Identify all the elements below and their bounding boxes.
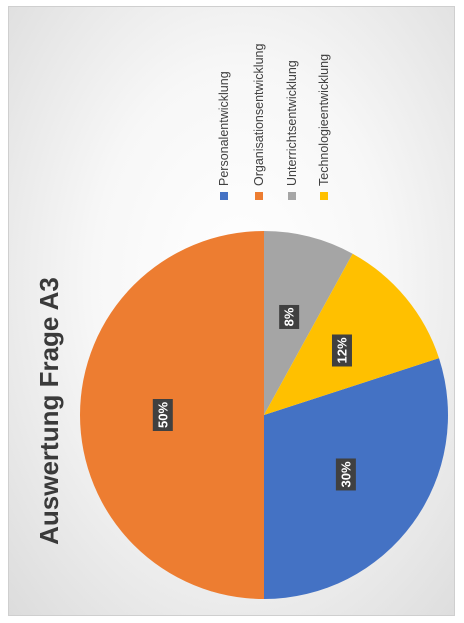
data-label-box [279,304,300,329]
data-label-value: 30% [338,461,353,487]
legend-label-unterrichtsentwicklung: Unterrichtsentwicklung [285,60,299,186]
pie-slices [80,231,448,599]
legend-label-personalentwicklung: Personalentwicklung [217,71,231,186]
legend-swatch-unterrichtsentwicklung [288,192,296,200]
legend-label-technologieentwicklung: Technologieentwicklung [317,54,331,186]
data-label-box [152,399,173,431]
data-label-technologieentwicklung: 12% [331,334,352,367]
data-label-value: 8% [282,307,297,326]
legend-swatch-personalentwicklung [220,192,228,200]
data-label-box [335,458,356,491]
chart-title: Auswertung Frage A3 [34,277,64,545]
data-label-value: 12% [334,337,349,363]
legend-label-organisationsentwicklung: Organisationsentwicklung [252,44,266,186]
data-label-personalentwicklung: 30% [335,458,356,491]
data-label-value: 50% [155,402,170,428]
data-label-unterrichtsentwicklung: 8% [279,304,300,329]
data-labels: 30% 50% 8% 12% [152,304,356,491]
data-label-box [331,334,352,367]
pie-slice-unterrichtsentwicklung [264,231,353,415]
pie-slice-personalentwicklung [264,358,448,599]
legend: Personalentwicklung Organisationsentwickl… [217,44,331,200]
pie-slice-technologieentwicklung [264,253,439,415]
legend-swatch-organisationsentwicklung [255,192,263,200]
data-label-organisationsentwicklung: 50% [152,399,173,431]
legend-swatch-technologieentwicklung [320,192,328,200]
